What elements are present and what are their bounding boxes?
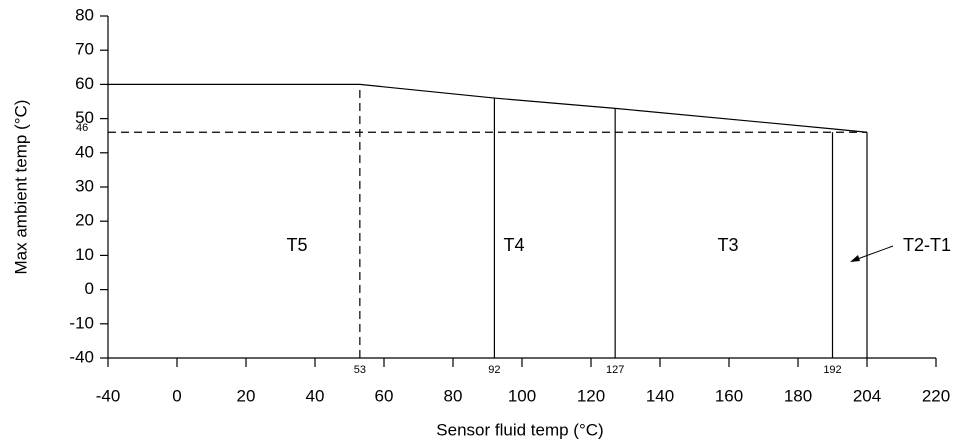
- y-tick-label: 30: [75, 176, 94, 195]
- x-axis-title: Sensor fluid temp (°C): [436, 420, 603, 439]
- x-minor-label: 192: [823, 364, 841, 376]
- x-minor-label: 92: [488, 364, 500, 376]
- zone-label: T4: [503, 235, 524, 255]
- y-tick-label: 40: [75, 142, 94, 161]
- x-tick-label: 160: [715, 386, 743, 405]
- derating-line: [108, 83, 868, 133]
- y-tick-label: 70: [75, 40, 94, 59]
- zone-pointer-head: [850, 255, 860, 262]
- x-minor-label: 53: [354, 364, 366, 376]
- y-tick-label: -10: [69, 313, 94, 332]
- y-tick-label: 10: [75, 245, 94, 264]
- x-tick-label: 180: [784, 386, 812, 405]
- zone-label: T2-T1: [903, 235, 951, 255]
- y-tick-label: 60: [75, 74, 94, 93]
- x-tick-label: 20: [237, 386, 256, 405]
- zone-label: T3: [717, 235, 738, 255]
- y-tick-label: 20: [75, 211, 94, 230]
- x-tick-label: 100: [508, 386, 536, 405]
- x-tick-label: 0: [172, 386, 181, 405]
- x-minor-label: 127: [606, 364, 624, 376]
- y-axis-title: Max ambient temp (°C): [11, 100, 30, 275]
- y-tick-label: 80: [75, 5, 94, 24]
- x-tick-label: 140: [646, 386, 674, 405]
- x-tick-label: 60: [375, 386, 394, 405]
- x-tick-label: 40: [306, 386, 325, 405]
- x-tick-label: 80: [444, 386, 463, 405]
- zone-label: T5: [286, 235, 307, 255]
- x-tick-label: -40: [96, 386, 121, 405]
- y-tick-label: -40: [69, 347, 94, 366]
- y-minor-label: 46: [76, 122, 88, 134]
- x-tick-label: 204: [853, 386, 881, 405]
- x-tick-label: 120: [577, 386, 605, 405]
- x-tick-label: 220: [922, 386, 950, 405]
- y-tick-label: 50: [75, 108, 94, 127]
- y-tick-label: 0: [85, 279, 94, 298]
